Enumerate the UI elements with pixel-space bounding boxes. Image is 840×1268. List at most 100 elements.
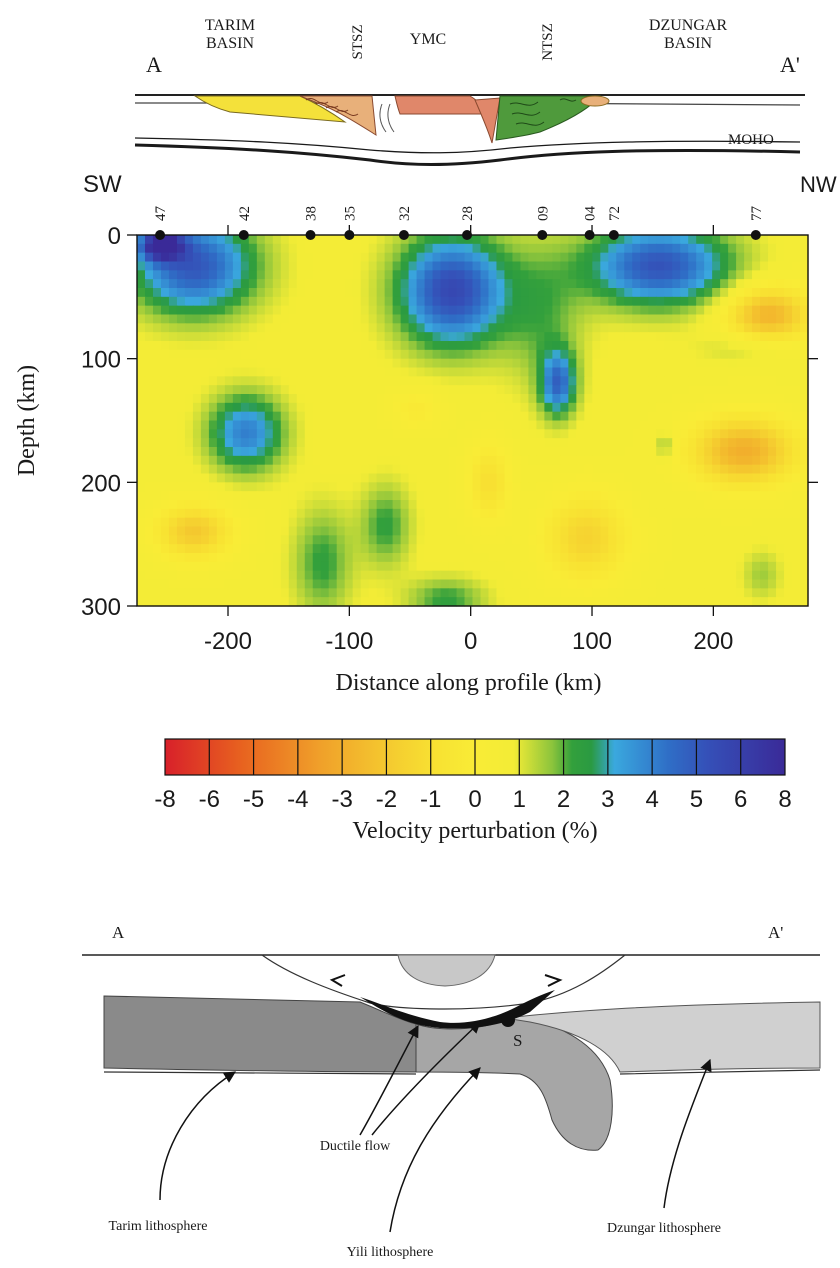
velocity-cell	[552, 341, 561, 351]
velocity-cell	[424, 553, 434, 563]
velocity-cell	[480, 394, 490, 404]
velocity-cell	[448, 235, 458, 245]
velocity-cell	[664, 500, 673, 510]
velocity-cell	[336, 305, 346, 316]
velocity-cell	[368, 402, 378, 413]
velocity-cell	[280, 508, 290, 519]
velocity-cell	[504, 447, 514, 457]
velocity-cell	[320, 314, 330, 324]
velocity-cell	[712, 544, 721, 554]
velocity-cell	[440, 243, 450, 254]
velocity-cell	[312, 341, 322, 351]
velocity-cell	[312, 491, 322, 501]
velocity-cell	[352, 296, 362, 307]
velocity-cell	[392, 535, 402, 545]
velocity-cell	[592, 508, 601, 519]
velocity-cell	[256, 243, 266, 254]
velocity-cell	[368, 438, 378, 448]
velocity-cell	[608, 358, 617, 369]
velocity-cell	[152, 570, 162, 581]
velocity-cell	[392, 252, 402, 263]
velocity-cell	[616, 411, 625, 422]
velocity-cell	[496, 508, 506, 519]
velocity-cell	[240, 473, 250, 483]
velocity-cell	[344, 544, 354, 554]
velocity-cell	[344, 535, 354, 545]
velocity-cell	[576, 314, 585, 324]
velocity-cell	[280, 482, 290, 492]
velocity-cell	[328, 261, 338, 271]
station-label: 04	[583, 206, 599, 222]
direction-label-sw: SW	[83, 171, 122, 198]
velocity-cell	[496, 394, 506, 404]
velocity-cell	[552, 305, 561, 316]
velocity-cell	[248, 447, 258, 457]
velocity-cell	[232, 420, 242, 430]
velocity-cell	[760, 323, 769, 333]
velocity-cell	[176, 438, 186, 448]
velocity-cell	[200, 376, 210, 386]
velocity-cell	[536, 491, 545, 501]
velocity-cell	[520, 358, 530, 369]
velocity-cell	[152, 332, 162, 342]
velocity-cell	[608, 553, 617, 563]
velocity-cell	[696, 438, 705, 448]
velocity-cell	[792, 438, 801, 448]
velocity-cell	[256, 588, 266, 598]
velocity-cell	[600, 500, 609, 510]
velocity-cell	[560, 376, 569, 386]
velocity-cell	[728, 579, 737, 589]
velocity-cell	[184, 482, 194, 492]
velocity-cell	[384, 252, 394, 263]
velocity-cell	[560, 314, 569, 324]
velocity-cell	[760, 341, 769, 351]
velocity-cell	[456, 597, 466, 607]
velocity-cell	[408, 544, 418, 554]
velocity-cell	[568, 438, 577, 448]
velocity-cell	[744, 349, 753, 360]
velocity-cell	[288, 270, 298, 280]
velocity-cell	[328, 376, 338, 386]
velocity-cell	[784, 261, 793, 271]
station-label: 77	[749, 206, 765, 222]
velocity-cell	[584, 296, 593, 307]
velocity-cell	[152, 438, 162, 448]
velocity-cell	[304, 561, 314, 572]
velocity-cell	[680, 588, 689, 598]
velocity-cell	[256, 288, 266, 298]
velocity-cell	[192, 376, 202, 386]
velocity-cell	[224, 588, 234, 598]
velocity-cell	[400, 243, 410, 254]
velocity-cell	[272, 561, 282, 572]
velocity-cell	[704, 270, 713, 280]
velocity-cell	[400, 455, 410, 466]
velocity-cell	[312, 429, 322, 439]
velocity-cell	[296, 394, 306, 404]
velocity-cell	[592, 526, 601, 536]
velocity-cell	[280, 464, 290, 475]
velocity-cell	[752, 491, 761, 501]
velocity-cell	[328, 500, 338, 510]
velocity-cell	[160, 544, 170, 554]
velocity-cell	[464, 314, 474, 324]
velocity-cell	[520, 553, 530, 563]
velocity-cell	[768, 394, 777, 404]
velocity-cell	[360, 464, 370, 475]
velocity-cell	[792, 588, 801, 598]
velocity-cell	[472, 570, 482, 581]
velocity-cell	[488, 561, 498, 572]
velocity-cell	[648, 447, 657, 457]
velocity-cell	[704, 455, 713, 466]
velocity-cell	[560, 553, 569, 563]
velocity-cell	[392, 243, 402, 254]
velocity-cell	[137, 349, 146, 360]
velocity-cell	[544, 491, 553, 501]
velocity-cell	[344, 341, 354, 351]
velocity-cell	[184, 447, 194, 457]
velocity-cell	[328, 473, 338, 483]
velocity-cell	[152, 323, 162, 333]
velocity-cell	[200, 597, 210, 607]
velocity-cell	[144, 570, 154, 581]
velocity-cell	[216, 535, 226, 545]
velocity-cell	[504, 491, 514, 501]
